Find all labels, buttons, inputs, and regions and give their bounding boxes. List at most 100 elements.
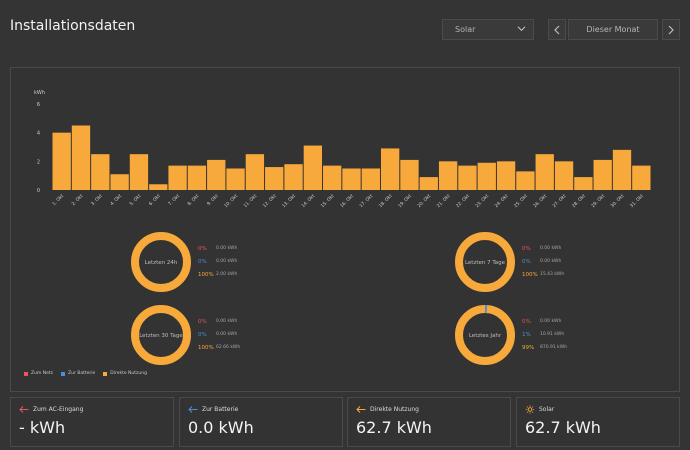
x-tick-label: 6. Okt — [148, 193, 162, 207]
legend-label: Zur Batterie — [68, 371, 96, 376]
donut-row-percent: 0% — [522, 259, 531, 265]
bar-17[interactable] — [361, 168, 380, 191]
x-tick-label: 21. Okt — [436, 193, 452, 209]
donut-row-value: 15.43 kWh — [540, 272, 565, 277]
bar-4[interactable] — [110, 174, 129, 190]
donut-row-percent: 0% — [198, 259, 207, 265]
y-axis-label: kWh — [34, 90, 45, 96]
donut-chart-3: Letzten 30 Tage — [131, 305, 191, 365]
bar-25[interactable] — [516, 171, 535, 190]
bar-12[interactable] — [265, 167, 284, 190]
bar-15[interactable] — [323, 165, 342, 190]
bar-2[interactable] — [71, 125, 91, 191]
installation-data-panel — [10, 67, 680, 392]
sun-icon — [525, 405, 535, 414]
bar-24[interactable] — [496, 161, 516, 190]
x-tick-label: 31. Okt — [629, 193, 645, 209]
next-period-button[interactable] — [662, 19, 680, 40]
x-tick-label: 13. Okt — [281, 193, 297, 209]
donut-row-value: 10.91 kWh — [540, 332, 565, 337]
legend-label: Direkte Nutzung — [110, 371, 147, 376]
bar-9[interactable] — [207, 159, 226, 190]
bar-11[interactable] — [245, 154, 265, 190]
bar-14[interactable] — [303, 145, 323, 190]
chevron-right-icon — [668, 25, 674, 34]
stat-card-3: Direkte Nutzung 62.7 kWh — [347, 397, 511, 447]
bar-22[interactable] — [458, 165, 477, 190]
stat-value: 62.7 kWh — [525, 418, 601, 437]
stat-value: 62.7 kWh — [356, 418, 432, 437]
legend-item-netz[interactable]: Zum Netz — [24, 371, 53, 376]
x-tick-label: 29. Okt — [590, 193, 606, 209]
legend-item-batterie[interactable]: Zur Batterie — [61, 371, 95, 376]
donut-row-percent: 0% — [522, 246, 531, 252]
x-tick-label: 11. Okt — [242, 193, 258, 209]
source-select[interactable]: Solar — [442, 19, 534, 40]
x-tick-label: 20. Okt — [416, 193, 432, 209]
donut-center-label: Letztes Jahr — [469, 333, 502, 339]
donut-row-percent: 0% — [198, 332, 207, 338]
donut-center-label: Letzten 30 Tage — [139, 333, 183, 339]
stat-card-1: Zum AC-Eingang - kWh — [10, 397, 174, 447]
chevron-left-icon — [554, 25, 560, 34]
x-tick-label: 26. Okt — [532, 193, 548, 209]
bar-21[interactable] — [438, 161, 458, 190]
legend-swatch-direkt — [103, 371, 108, 376]
donut-ring-direkt[interactable] — [131, 305, 191, 365]
bar-31[interactable] — [632, 165, 651, 190]
donut-chart-1: Letzten 24h — [131, 232, 191, 292]
x-tick-label: 12. Okt — [262, 193, 278, 209]
donut-row-percent: 0% — [198, 246, 207, 252]
y-tick-label: 6 — [37, 102, 40, 108]
bar-27[interactable] — [554, 161, 574, 190]
donut-row-percent: 100% — [198, 345, 214, 351]
donut-row-value: 870.91 kWh — [540, 345, 568, 350]
period-display[interactable]: Dieser Monat — [568, 19, 658, 40]
bar-23[interactable] — [477, 162, 496, 190]
donut-center-label: Letzten 24h — [145, 260, 178, 266]
bar-30[interactable] — [612, 149, 632, 190]
bar-10[interactable] — [226, 168, 245, 191]
donut-center-label: Letzten 7 Tage — [465, 260, 506, 266]
bar-18[interactable] — [380, 148, 400, 190]
bar-13[interactable] — [284, 164, 303, 190]
donut-row-value: 0.00 kWh — [216, 259, 238, 264]
bar-28[interactable] — [574, 177, 593, 190]
x-tick-label: 27. Okt — [552, 193, 568, 209]
x-tick-label: 18. Okt — [378, 193, 394, 209]
x-tick-label: 15. Okt — [320, 193, 336, 209]
x-tick-label: 9. Okt — [206, 193, 220, 207]
bar-3[interactable] — [91, 154, 110, 190]
donut-chart-2: Letzten 7 Tage — [455, 232, 515, 292]
bar-16[interactable] — [342, 168, 361, 191]
donut-row-percent: 100% — [198, 272, 214, 278]
bar-1[interactable] — [52, 132, 71, 190]
bar-7[interactable] — [168, 165, 187, 190]
donut-row-value: 0.00 kWh — [540, 246, 562, 251]
page-title: Installationsdaten — [10, 18, 136, 34]
legend-item-direkt[interactable]: Direkte Nutzung — [103, 371, 147, 376]
previous-period-button[interactable] — [548, 19, 566, 40]
stat-label: Zur Batterie — [202, 406, 239, 413]
arrow-left-icon — [19, 406, 29, 413]
stat-value: 0.0 kWh — [188, 418, 254, 437]
stat-card-4: Solar 62.7 kWh — [516, 397, 680, 447]
donut-segment-batterie[interactable] — [455, 305, 515, 365]
donut-ring-direkt[interactable] — [131, 232, 191, 292]
bar-26[interactable] — [535, 154, 554, 190]
bar-20[interactable] — [419, 177, 438, 190]
x-tick-label: 14. Okt — [300, 193, 316, 209]
bar-8[interactable] — [187, 165, 207, 190]
donut-row-percent: 0% — [198, 319, 207, 325]
donut-ring-direkt[interactable] — [455, 232, 515, 292]
legend-swatch-netz — [24, 371, 28, 376]
bar-29[interactable] — [593, 159, 612, 190]
x-tick-label: 10. Okt — [223, 193, 239, 209]
bar-5[interactable] — [129, 154, 149, 190]
donut-row-value: 0.00 kWh — [540, 259, 562, 264]
stat-label: Zum AC-Eingang — [33, 406, 84, 413]
bar-19[interactable] — [400, 159, 419, 190]
bar-6[interactable] — [149, 184, 168, 190]
donut-row-value: 2.00 kWh — [216, 272, 238, 277]
